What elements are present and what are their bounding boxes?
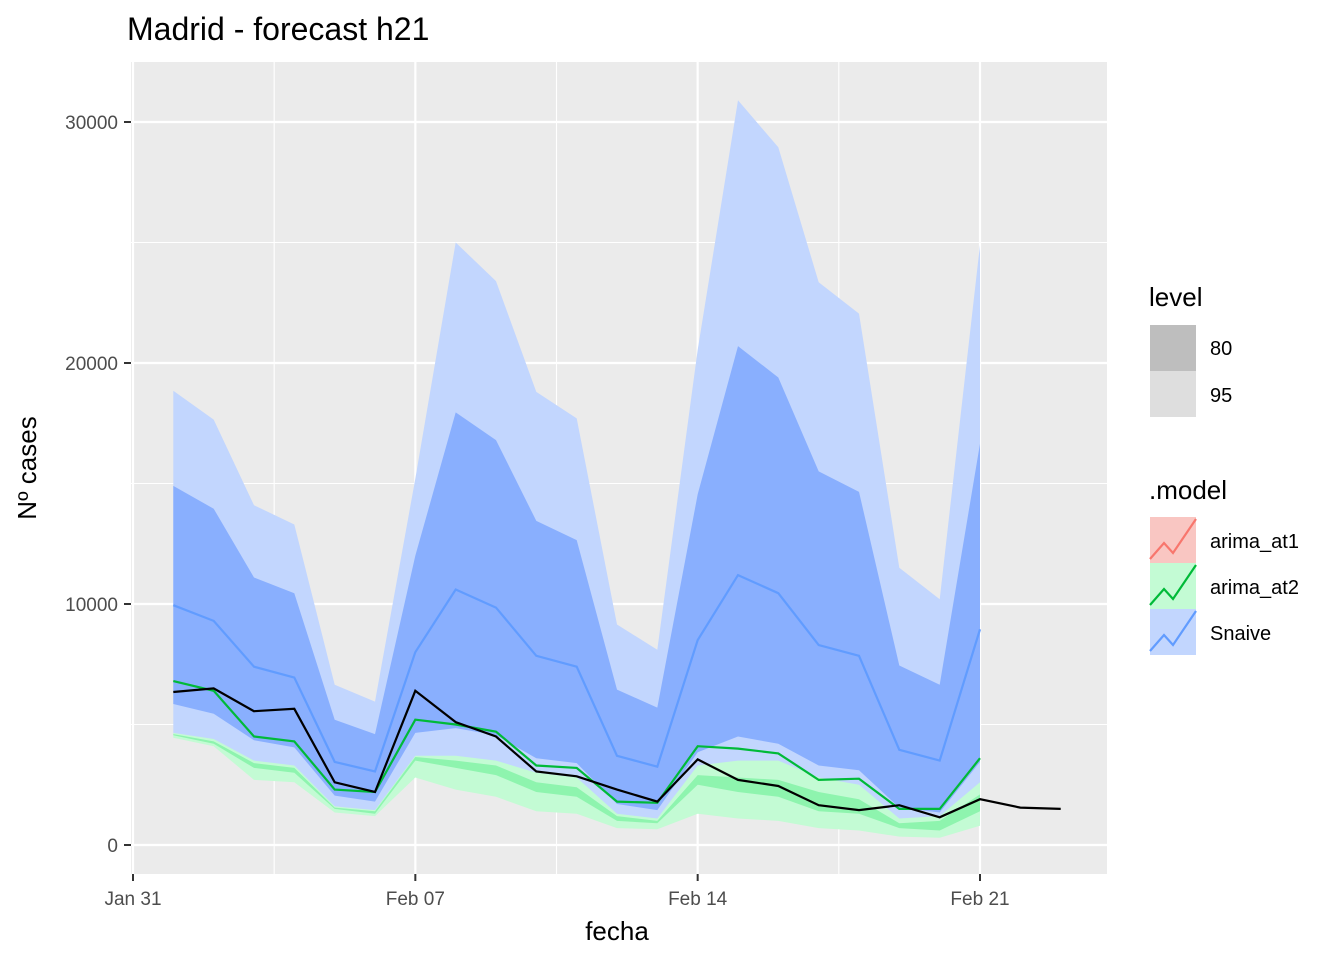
snaive-mean-line	[172, 573, 982, 773]
legend-model-arima-at1-key-line	[1149, 518, 1197, 560]
x-tick-label: Feb 14	[668, 889, 728, 910]
legend-model-arima-at2-key-fill	[1150, 563, 1196, 609]
legend-level-95-label: 95	[1210, 385, 1232, 407]
actual-cases-line	[173, 687, 1061, 819]
forecast-bands	[173, 100, 981, 838]
legend-model-arima-at1-key	[1149, 517, 1197, 563]
legend-model-snaive-label: Snaive	[1210, 623, 1271, 645]
y-tick-label: 30000	[65, 113, 118, 134]
y-axis-title: Nº cases	[12, 416, 42, 519]
legend-model-snaive-key-line	[1149, 610, 1197, 652]
legend-model-keys	[1149, 517, 1197, 655]
axes: 0 10000 20000 30000 Jan 31 Feb 07 Feb 14 Feb 21	[65, 113, 1009, 910]
y-tick-label: 10000	[65, 595, 118, 616]
legend-level-80-label: 80	[1210, 338, 1232, 360]
legend-model-arima-at2-label: arima_at2	[1210, 577, 1299, 599]
legend-model-arima-at2-key-line	[1149, 564, 1197, 606]
x-tick-label: Feb 21	[950, 889, 1009, 910]
legend-model-snaive-key-fill	[1150, 609, 1196, 655]
legend-level-95-swatch	[1150, 371, 1196, 417]
legend-model-arima-at2-key	[1149, 563, 1197, 609]
arima-at2-mean-line	[173, 680, 981, 810]
legend-model-snaive-key	[1149, 609, 1197, 655]
legend-model: .model arima_at1 arima_at2 Snaive	[1149, 475, 1299, 655]
y-tick-label: 20000	[65, 354, 118, 375]
x-axis-title: fecha	[585, 916, 649, 946]
chart-title: Madrid - forecast h21	[127, 11, 429, 47]
legend-model-title: .model	[1149, 475, 1227, 505]
forecast-lines	[172, 573, 1061, 819]
legend-model-arima-at1-key-fill	[1150, 517, 1196, 563]
x-tick-label: Jan 31	[104, 889, 161, 910]
legend-level-title: level	[1149, 282, 1202, 312]
snaive-band-80	[173, 346, 981, 813]
legend-level-80-swatch	[1150, 325, 1196, 371]
legend-level: level 80 95	[1149, 282, 1232, 417]
y-tick-label: 0	[107, 836, 118, 857]
legend-model-arima-at1-label: arima_at1	[1210, 531, 1299, 553]
x-tick-label: Feb 07	[386, 889, 445, 910]
